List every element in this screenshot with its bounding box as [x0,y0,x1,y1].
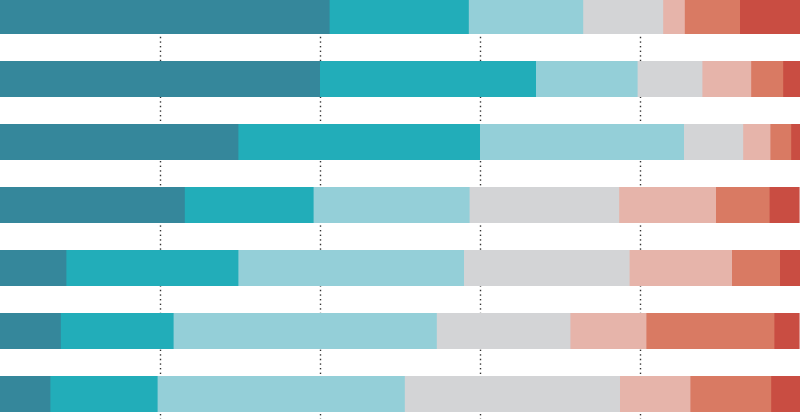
bar-segment-row1-series4 [583,0,664,34]
bar-segment-row2-series6 [751,61,784,97]
bar-segment-row1-series3 [468,0,584,34]
bar-segment-row7-series1 [0,376,51,412]
bar-segment-row5-series6 [732,250,781,286]
bar-segment-row4-series2 [184,187,314,223]
bar-segment-row3-series2 [238,124,481,160]
bar-row-5 [0,250,800,286]
bar-segment-row7-series3 [157,376,406,412]
bar-segment-row6-series4 [436,313,571,349]
bar-segment-row1-series1 [0,0,330,34]
bar-segment-row2-series1 [0,61,321,97]
bar-segment-row4-series7 [769,187,800,223]
bar-segment-row2-series4 [637,61,703,97]
bar-segment-row3-series6 [770,124,792,160]
bar-segment-row4-series1 [0,187,186,223]
bar-segment-row6-series1 [0,313,62,349]
bar-row-3 [0,124,800,160]
bar-segment-row5-series2 [66,250,239,286]
bar-segment-row1-series2 [329,0,470,34]
bar-segment-row2-series5 [702,61,752,97]
bar-segment-row3-series1 [0,124,239,160]
bar-segment-row4-series3 [313,187,470,223]
bar-segment-row5-series1 [0,250,67,286]
bar-segment-row6-series7 [774,313,800,349]
bar-segment-row4-series5 [619,187,717,223]
bar-segment-row1-series6 [684,0,741,34]
bar-segment-row4-series4 [469,187,620,223]
bar-segment-row6-series3 [173,313,438,349]
bar-segment-row2-series3 [536,61,638,97]
bar-segment-row3-series5 [743,124,771,160]
bar-segment-row7-series4 [404,376,621,412]
bar-segment-row2-series7 [783,61,800,97]
bar-row-6 [0,313,800,349]
bar-segment-row3-series4 [684,124,744,160]
bar-segment-row7-series2 [50,376,158,412]
bar-segment-row1-series5 [663,0,686,34]
bar-segment-row5-series4 [464,250,630,286]
bar-segment-row3-series3 [480,124,685,160]
bar-segment-row5-series7 [780,250,800,286]
bar-segment-row2-series2 [320,61,537,97]
bar-segment-row3-series7 [791,124,800,160]
bar-segment-row5-series5 [629,250,733,286]
bar-segment-row6-series5 [570,313,647,349]
bar-row-1 [0,0,800,34]
bar-segment-row4-series6 [716,187,770,223]
bar-segment-row6-series2 [60,313,174,349]
bar-segment-row1-series7 [740,0,800,34]
bar-segment-row5-series3 [238,250,465,286]
bar-segment-row7-series7 [771,376,800,412]
bar-row-7 [0,376,800,412]
bar-segment-row6-series6 [646,313,775,349]
bar-row-4 [0,187,800,223]
bar-segment-row7-series5 [620,376,691,412]
bar-segment-row7-series6 [690,376,772,412]
bar-row-2 [0,61,800,97]
